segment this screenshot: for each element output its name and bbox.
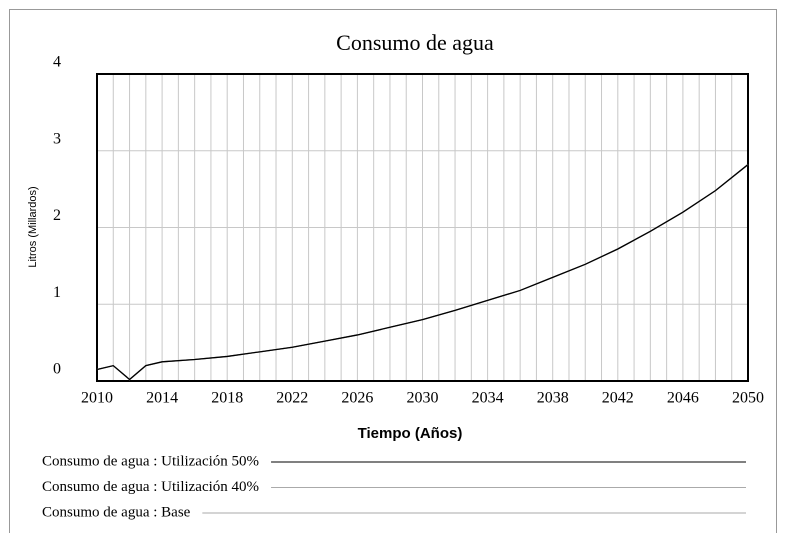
y-tick-label: 1 [53, 284, 61, 301]
x-tick-label: 2018 [211, 390, 243, 407]
frame [9, 9, 777, 533]
x-tick-label: 2010 [81, 390, 113, 407]
y-tick-label: 0 [53, 361, 61, 378]
x-tick-label: 2030 [407, 390, 439, 407]
legend-label: Consumo de agua : Utilización 50% [42, 453, 259, 469]
x-axis-label: Tiempo (Años) [358, 425, 463, 442]
plot-border [96, 73, 749, 382]
series-line [96, 164, 749, 381]
x-tick-label: 2050 [732, 390, 764, 407]
legend-label: Consumo de agua : Base [42, 504, 191, 520]
y-tick-label: 4 [53, 54, 61, 71]
x-tick-label: 2022 [276, 390, 308, 407]
x-tick-label: 2046 [667, 390, 699, 407]
x-tick-label: 2038 [537, 390, 569, 407]
y-tick-label: 3 [53, 130, 61, 147]
chart-title: Consumo de agua [336, 30, 494, 55]
x-tick-label: 2026 [341, 390, 373, 407]
x-tick-label: 2034 [472, 390, 504, 407]
x-tick-label: 2042 [602, 390, 634, 407]
x-tick-label: 2014 [146, 390, 178, 407]
y-tick-label: 2 [53, 207, 61, 224]
legend-label: Consumo de agua : Utilización 40% [42, 479, 259, 495]
y-axis-label: Litros (Millardos) [27, 186, 39, 267]
